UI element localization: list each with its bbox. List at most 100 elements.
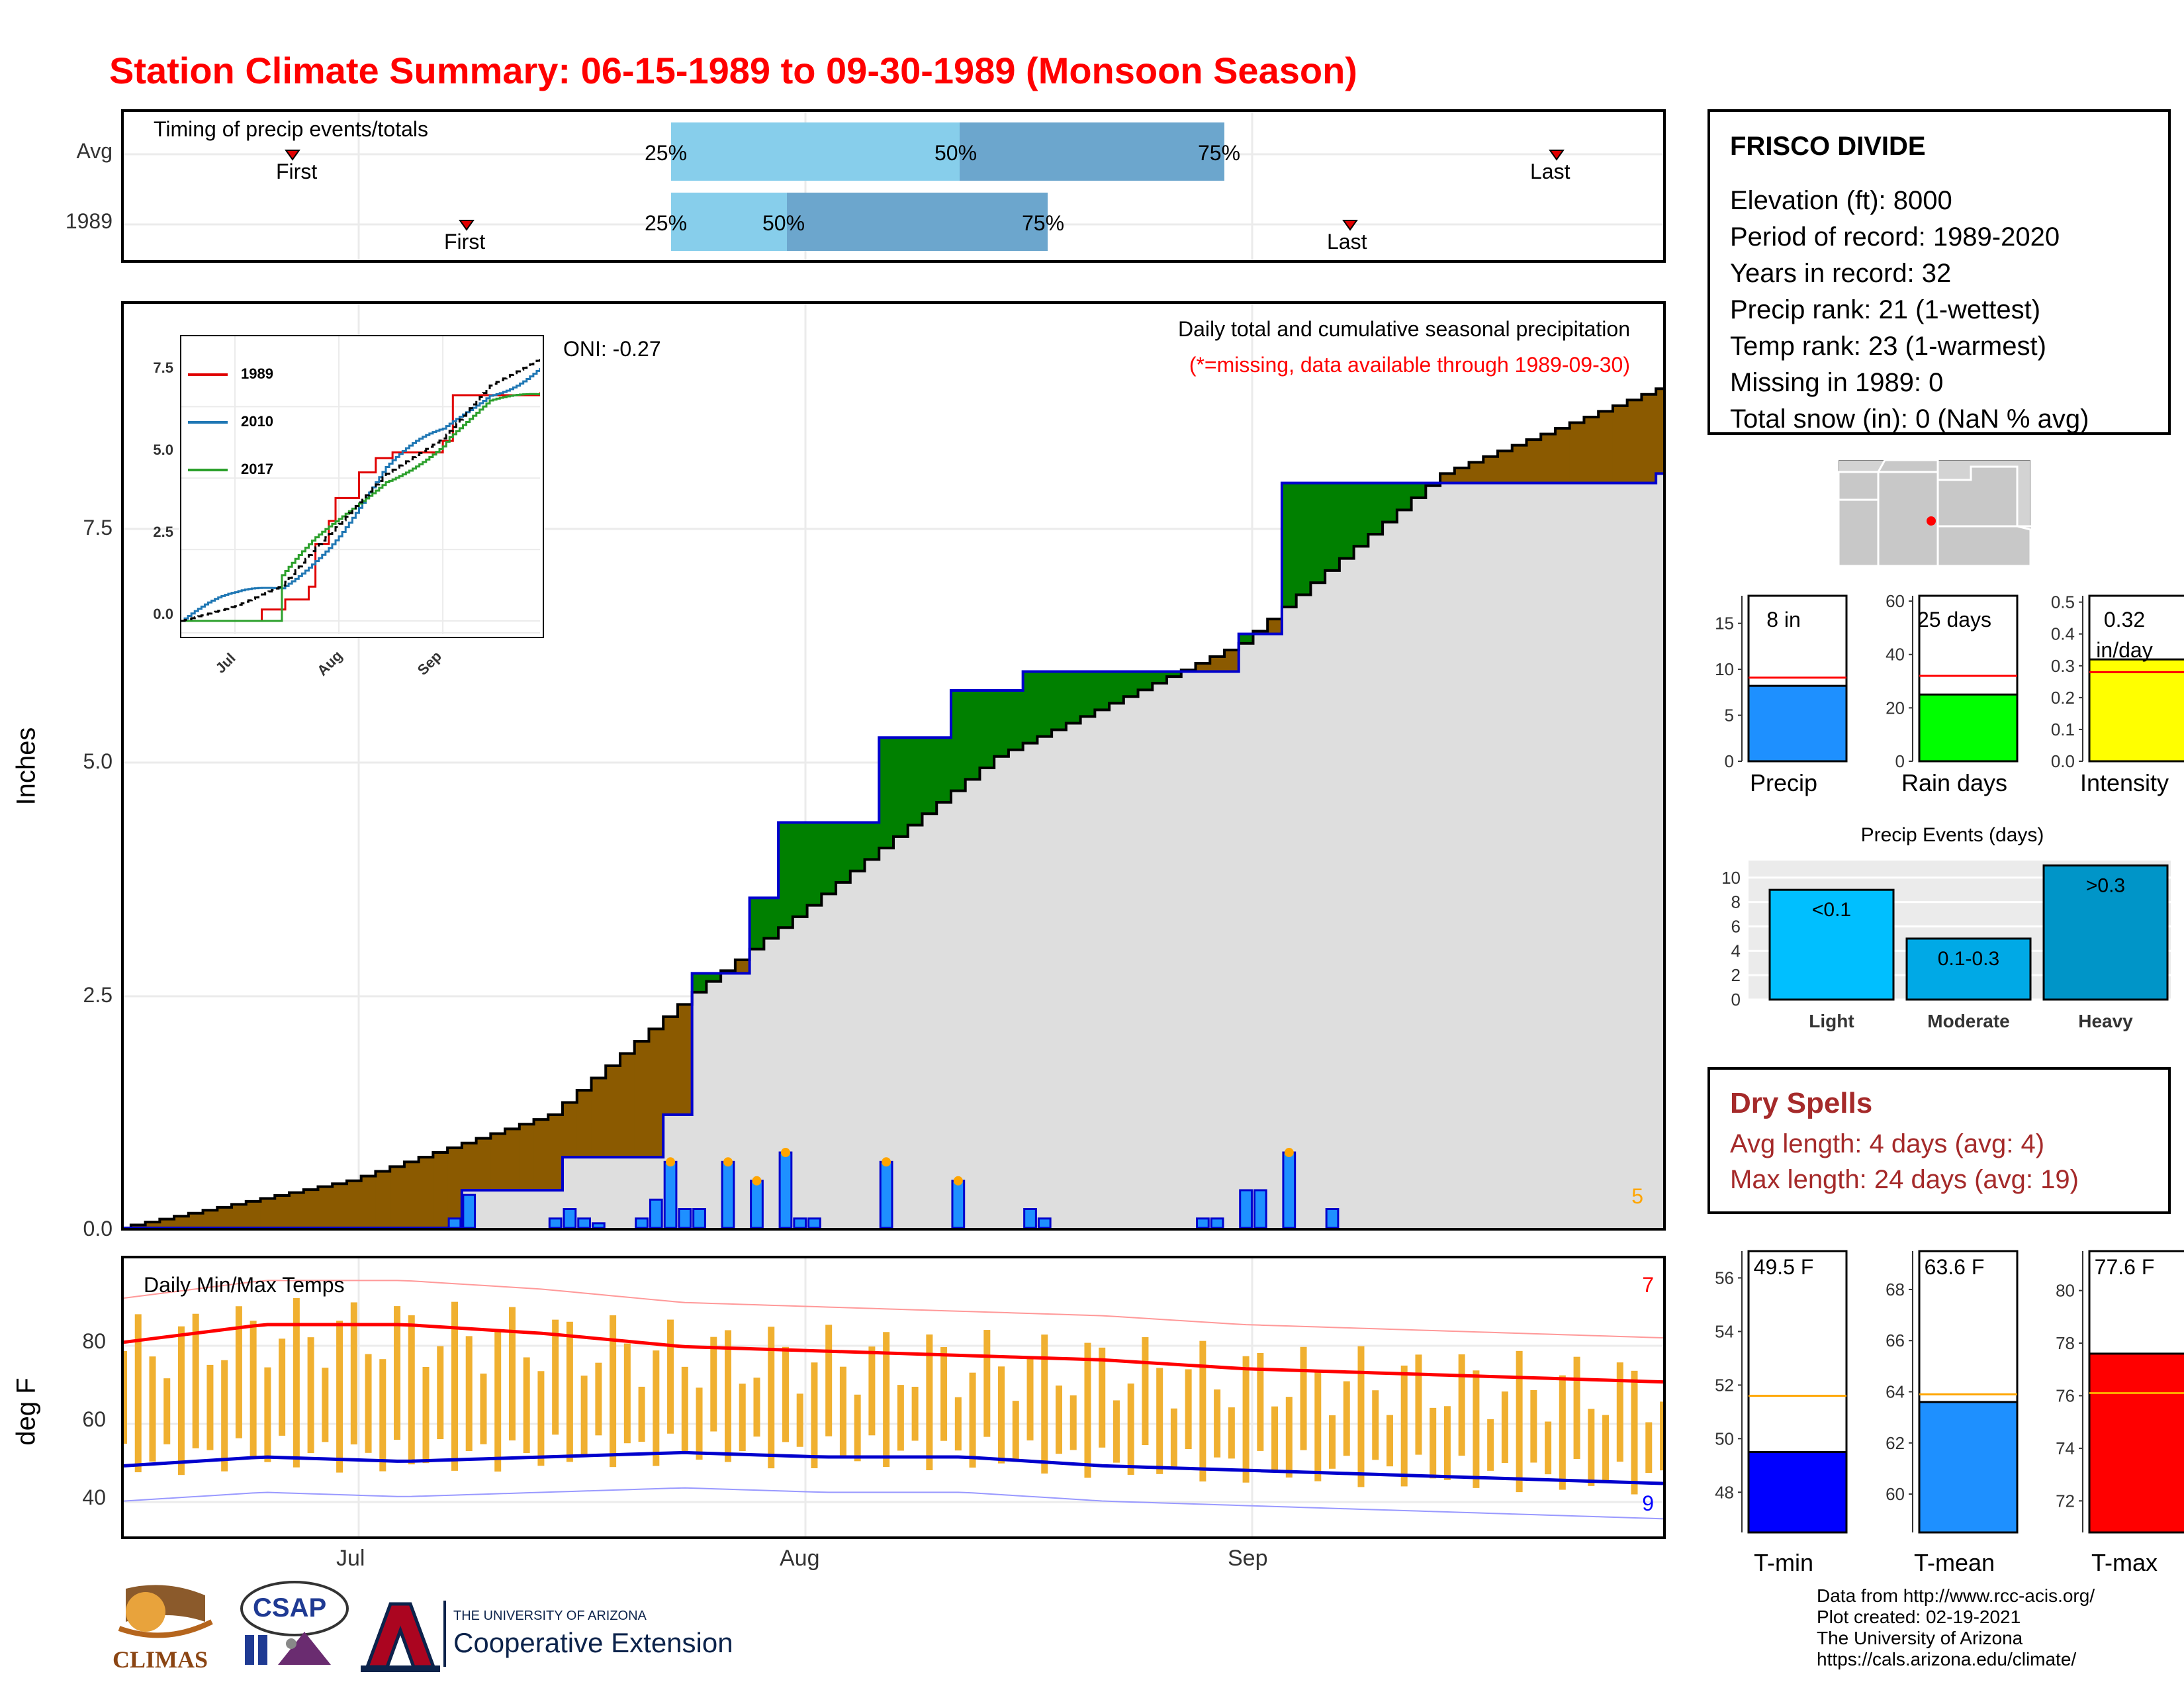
base-area bbox=[1167, 677, 1182, 1228]
daily-temp-range-bar bbox=[279, 1338, 286, 1436]
daily-temp-range-bar bbox=[1559, 1375, 1566, 1490]
xtick-aug: Aug bbox=[780, 1546, 820, 1571]
tmean-bar-label: T-mean bbox=[1913, 1549, 1995, 1576]
base-area bbox=[1224, 671, 1240, 1228]
inset-svg bbox=[181, 336, 540, 634]
above-average-area bbox=[792, 822, 808, 917]
inset-legend-2017: 2017 bbox=[241, 461, 273, 477]
base-area bbox=[1627, 483, 1643, 1228]
events-bar bbox=[1905, 937, 2032, 1001]
mini-tick-label: 5 bbox=[1725, 706, 1734, 726]
above-average-area bbox=[922, 737, 938, 814]
below-average-area bbox=[390, 1166, 405, 1228]
timing-row-avg-label: Avg bbox=[76, 139, 113, 163]
credits-block: Data from http://www.rcc-acis.org/ Plot … bbox=[1817, 1585, 2095, 1670]
temp-ytick-40: 40 bbox=[82, 1485, 106, 1509]
base-area bbox=[1210, 671, 1225, 1228]
daily-temp-range-bar bbox=[710, 1336, 717, 1432]
daily-precip-bar bbox=[1253, 1189, 1267, 1228]
base-area bbox=[1555, 483, 1570, 1228]
base-area bbox=[936, 802, 952, 1228]
below-average-area bbox=[447, 1147, 463, 1228]
inset-line-2017 bbox=[181, 393, 540, 622]
inset-legend-2010: 2010 bbox=[241, 413, 273, 430]
events-tick-label: 6 bbox=[1731, 916, 1741, 936]
daily-temp-range-bar bbox=[1487, 1419, 1494, 1471]
above-average-area bbox=[1008, 690, 1024, 750]
base-area bbox=[692, 992, 707, 1228]
temp-y-axis-title: deg F bbox=[11, 1378, 41, 1446]
daily-temp-range-bar bbox=[264, 1367, 271, 1462]
mini-tick-label: 0.2 bbox=[2051, 688, 2075, 708]
below-average-area bbox=[1627, 400, 1643, 483]
daily-precip-bar bbox=[793, 1217, 807, 1228]
climas-logo: CLIMAS bbox=[106, 1582, 222, 1675]
daily-temp-range-bar bbox=[1430, 1407, 1437, 1479]
inset-ytick-75: 7.5 bbox=[153, 359, 173, 376]
daily-temp-range-bar bbox=[480, 1374, 487, 1444]
ua-cooperative-extension-logo: THE UNIVERSITY OF ARIZONA Cooperative Ex… bbox=[361, 1601, 738, 1673]
above-average-area bbox=[994, 690, 1009, 757]
base-area bbox=[965, 779, 981, 1228]
base-area bbox=[1037, 736, 1053, 1228]
station-precip-rank: Precip rank: 21 (1-wettest) bbox=[1730, 295, 2041, 324]
base-area bbox=[893, 836, 909, 1228]
base-area bbox=[792, 916, 808, 1228]
below-average-area bbox=[519, 1124, 535, 1191]
station-snow: Total snow (in): 0 (NaN % avg) bbox=[1730, 404, 2089, 434]
raindays-value-label: 25 days bbox=[1917, 608, 1992, 632]
daily-temp-range-bar bbox=[322, 1368, 329, 1442]
above-average-area bbox=[1123, 671, 1139, 697]
daily-temp-range-bar bbox=[998, 1366, 1005, 1464]
base-area bbox=[1325, 570, 1340, 1228]
below-average-area bbox=[576, 1090, 592, 1158]
daily-temp-range-bar bbox=[1357, 1346, 1365, 1487]
xtick-jul: Jul bbox=[336, 1546, 365, 1571]
avg-first-marker bbox=[285, 150, 300, 161]
station-missing: Missing in 1989: 0 bbox=[1730, 368, 1944, 397]
below-average-area bbox=[1656, 389, 1663, 474]
below-average-area bbox=[505, 1129, 520, 1191]
intensity-value-label: 0.32 bbox=[2103, 608, 2146, 632]
daily-temp-range-bar bbox=[696, 1387, 703, 1460]
precip-note: Daily total and cumulative seasonal prec… bbox=[1177, 317, 1630, 341]
inset-line-2010 bbox=[181, 367, 540, 622]
csap-logo-text: CSAP bbox=[253, 1593, 327, 1622]
above-average-area bbox=[692, 973, 707, 992]
base-area bbox=[836, 882, 851, 1228]
precip-ytick-25: 2.5 bbox=[83, 983, 113, 1007]
yr-last-marker bbox=[1342, 220, 1358, 231]
above-average-area bbox=[879, 737, 894, 849]
below-average-area bbox=[1584, 416, 1600, 483]
above-average-area bbox=[907, 737, 923, 825]
base-area bbox=[1008, 749, 1024, 1228]
base-area bbox=[1066, 723, 1081, 1228]
below-average-area bbox=[490, 1133, 506, 1191]
below-average-area bbox=[1555, 428, 1570, 483]
base-area bbox=[1426, 485, 1441, 1228]
events-tick-label: 4 bbox=[1731, 941, 1741, 961]
daily-temp-range-bar bbox=[1300, 1346, 1307, 1450]
below-average-area bbox=[418, 1157, 434, 1228]
above-average-area bbox=[1037, 671, 1053, 737]
intensity-bar-label: Intensity bbox=[2079, 769, 2169, 796]
mini-tick-label: 0.3 bbox=[2051, 656, 2075, 676]
below-average-area bbox=[332, 1184, 347, 1228]
daily-temp-range-bar bbox=[566, 1321, 573, 1462]
base-area bbox=[1498, 483, 1513, 1228]
daily-temp-range-bar bbox=[1588, 1409, 1595, 1486]
below-average-area bbox=[217, 1207, 233, 1228]
base-area bbox=[1598, 483, 1614, 1228]
daily-temp-range-bar bbox=[969, 1372, 976, 1468]
daily-temp-range-bar bbox=[667, 1319, 674, 1434]
base-area bbox=[606, 1157, 621, 1228]
daily-precip-bar bbox=[1210, 1217, 1224, 1228]
daily-temp-range-bar bbox=[926, 1334, 933, 1470]
events-tick-label: 2 bbox=[1731, 965, 1741, 985]
record-precip-marker bbox=[882, 1157, 891, 1167]
base-area bbox=[490, 1190, 506, 1228]
daily-temp-range-bar bbox=[883, 1332, 890, 1468]
below-average-area bbox=[476, 1138, 492, 1191]
page-title: Station Climate Summary: 06-15-1989 to 0… bbox=[109, 50, 1357, 91]
tbar-tick-label: 66 bbox=[1886, 1331, 1905, 1350]
